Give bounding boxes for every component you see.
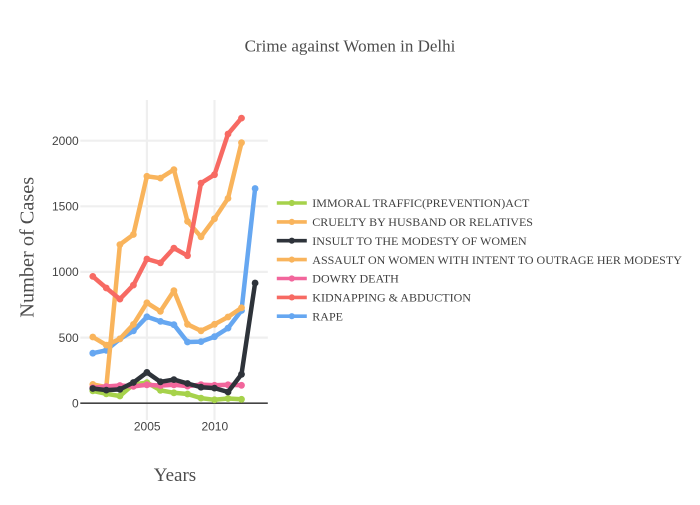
svg-text:ASSAULT ON WOMEN WITH INTENT T: ASSAULT ON WOMEN WITH INTENT TO OUTRAGE …	[312, 253, 682, 267]
svg-text:INSULT TO THE MODESTY OF WOMEN: INSULT TO THE MODESTY OF WOMEN	[312, 234, 527, 248]
svg-text:IMMORAL TRAFFIC(PREVENTION)ACT: IMMORAL TRAFFIC(PREVENTION)ACT	[312, 196, 530, 210]
svg-text:2000: 2000	[52, 134, 79, 148]
svg-text:KIDNAPPING & ABDUCTION: KIDNAPPING & ABDUCTION	[312, 291, 471, 305]
svg-text:Years: Years	[154, 465, 196, 486]
svg-text:0: 0	[72, 397, 79, 411]
svg-text:CRUELTY BY HUSBAND OR RELATIVE: CRUELTY BY HUSBAND OR RELATIVES	[312, 215, 533, 229]
svg-text:RAPE: RAPE	[312, 309, 343, 323]
svg-text:1000: 1000	[52, 265, 79, 279]
svg-text:1500: 1500	[52, 200, 79, 214]
svg-text:Crime against Women in Delhi: Crime against Women in Delhi	[245, 37, 456, 56]
svg-text:2010: 2010	[201, 420, 228, 434]
svg-text:500: 500	[59, 331, 79, 345]
svg-text:Number of Cases: Number of Cases	[17, 177, 39, 318]
svg-text:2005: 2005	[134, 420, 161, 434]
svg-text:DOWRY DEATH: DOWRY DEATH	[312, 272, 399, 286]
